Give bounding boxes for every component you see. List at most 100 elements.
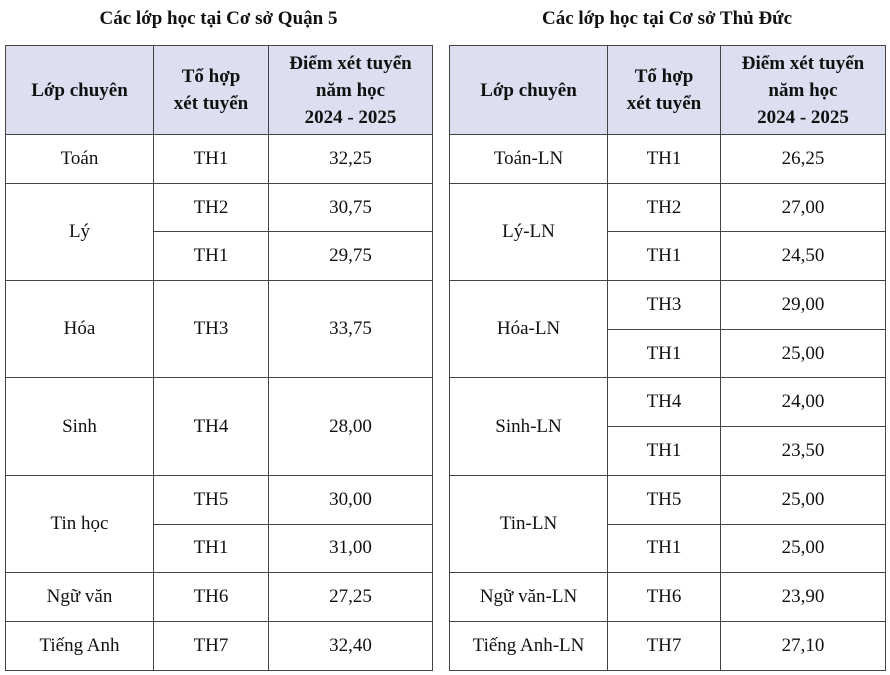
score-cell: 27,25 [268,572,433,622]
combo-cell: TH3 [153,280,269,379]
combo-cell: TH7 [153,620,269,671]
score-cell: 27,10 [720,620,886,671]
combo-cell: TH1 [607,328,721,379]
combo-cell: TH4 [153,377,269,476]
header-line: năm học [315,79,386,101]
class-cell: Tin-LN [449,474,608,574]
score-cell: 30,00 [268,474,433,525]
row: Lý-LN TH2 27,00 [449,182,886,282]
row: Tiếng Anh-LN TH7 27,10 [449,620,886,671]
header-line: Lớp chuyên [31,79,128,101]
combo-cell: TH2 [153,182,269,233]
header-line: 2024 - 2025 [757,106,849,128]
row: Ngữ văn-LN TH6 23,90 [449,572,886,622]
combo-cell: TH1 [607,426,721,476]
class-cell: Tiếng Anh [5,620,154,671]
class-cell: Sinh [5,377,154,476]
score-cell: 28,00 [268,377,433,476]
header-cell: Tổ hợp xét tuyển [153,45,269,135]
row: TH1 24,50 [450,231,886,282]
header-line: Lớp chuyên [480,79,577,101]
header-line: Tổ hợp [181,66,241,87]
class-cell: Ngữ văn-LN [449,572,608,622]
combo-cell: TH5 [153,474,269,525]
combo-cell: TH3 [607,280,721,330]
class-cell: Toán [5,134,154,184]
row: TH1 31,00 [6,523,433,574]
combo-cell: TH6 [153,572,269,622]
header-line: xét tuyển [626,93,702,114]
row: Lý TH2 30,75 [5,182,433,282]
row: Tiếng Anh TH7 32,40 [5,620,433,671]
header-cell: Điểm xét tuyển năm học 2024 - 2025 [720,45,886,135]
row: Hóa TH3 33,75 [5,280,433,379]
score-cell: 33,75 [268,280,433,379]
combo-cell: TH1 [607,134,721,184]
table: Lớp chuyên Tổ hợp xét tuyển Điểm xét tuyển n… [5,45,433,671]
thead: Lớp chuyên Tổ hợp xét tuyển Điểm xét tuyển n… [449,45,886,135]
score-cell: 23,90 [720,572,886,622]
score-cell: 24,00 [720,377,886,428]
score-cell: 32,25 [268,134,433,184]
table: Lớp chuyên Tổ hợp xét tuyển Điểm xét tuyển n… [449,45,886,671]
header-line: năm học [768,79,838,101]
score-cell: 23,50 [720,426,886,476]
row: Hóa-LN TH3 29,00 [449,280,886,379]
header-line: Điểm xét tuyển [741,52,865,74]
combo-cell: TH4 [607,377,721,428]
score-cell: 32,40 [268,620,433,671]
row: Tin-LN TH5 25,00 [449,474,886,574]
class-cell: Hóa-LN [449,280,608,379]
class-cell: Lý [5,182,154,282]
class-cell: Hóa [5,280,154,379]
score-cell: 29,00 [720,280,886,330]
row: TH1 25,00 [450,523,886,574]
combo-cell: TH2 [607,182,721,233]
header-row: Lớp chuyên Tổ hợp xét tuyển Điểm xét tuyển n… [449,45,886,135]
combo-cell: TH1 [153,134,269,184]
header-cell: Tổ hợp xét tuyển [607,45,721,135]
combo-cell: TH6 [607,572,721,622]
row: TH1 23,50 [450,426,886,476]
score-cell: 27,00 [720,182,886,233]
score-cell: 26,25 [720,134,886,184]
class-cell: Toán-LN [449,134,608,184]
header-cell: Điểm xét tuyển năm học 2024 - 2025 [268,45,433,135]
combo-cell: TH1 [153,231,269,282]
score-cell: 25,00 [720,523,886,574]
header-cell: Lớp chuyên [5,45,154,135]
score-cell: 25,00 [720,328,886,379]
combo-cell: TH1 [153,523,269,574]
header-line: xét tuyển [173,93,249,114]
table-title: Các lớp học tại Cơ sở Quận 5 [99,8,338,29]
row: TH1 25,00 [450,328,886,379]
tbody: Toán-LN TH1 26,25 Lý-LN TH2 27,00 TH1 24,50 Hóa-… [449,134,886,671]
combo-cell: TH5 [607,474,721,525]
score-cell: 25,00 [720,474,886,525]
row: Toán TH1 32,25 [5,134,433,184]
row: Tin học TH5 30,00 [5,474,433,574]
score-cell: 24,50 [720,231,886,282]
header-line: 2024 - 2025 [304,106,397,128]
class-cell: Sinh-LN [449,377,608,476]
row: Sinh TH4 28,00 [5,377,433,476]
row: TH1 29,75 [6,231,433,282]
header-line: Tổ hợp [634,66,694,87]
class-cell: Lý-LN [449,182,608,282]
combo-cell: TH1 [607,231,721,282]
class-cell: Tiếng Anh-LN [449,620,608,671]
table-title: Các lớp học tại Cơ sở Thủ Đức [541,8,793,29]
score-cell: 30,75 [268,182,433,233]
tbody: Toán TH1 32,25 Lý TH2 30,75 TH1 29,75 Hóa TH3 33,7… [5,134,433,671]
score-cell: 31,00 [268,523,433,574]
header-line: Điểm xét tuyển [289,52,412,74]
row: Sinh-LN TH4 24,00 [449,377,886,476]
combo-cell: TH7 [607,620,721,671]
header-cell: Lớp chuyên [449,45,608,135]
class-cell: Ngữ văn [5,572,154,622]
row: Toán-LN TH1 26,25 [449,134,886,184]
class-cell: Tin học [5,474,154,574]
score-cell: 29,75 [268,231,433,282]
combo-cell: TH1 [607,523,721,574]
